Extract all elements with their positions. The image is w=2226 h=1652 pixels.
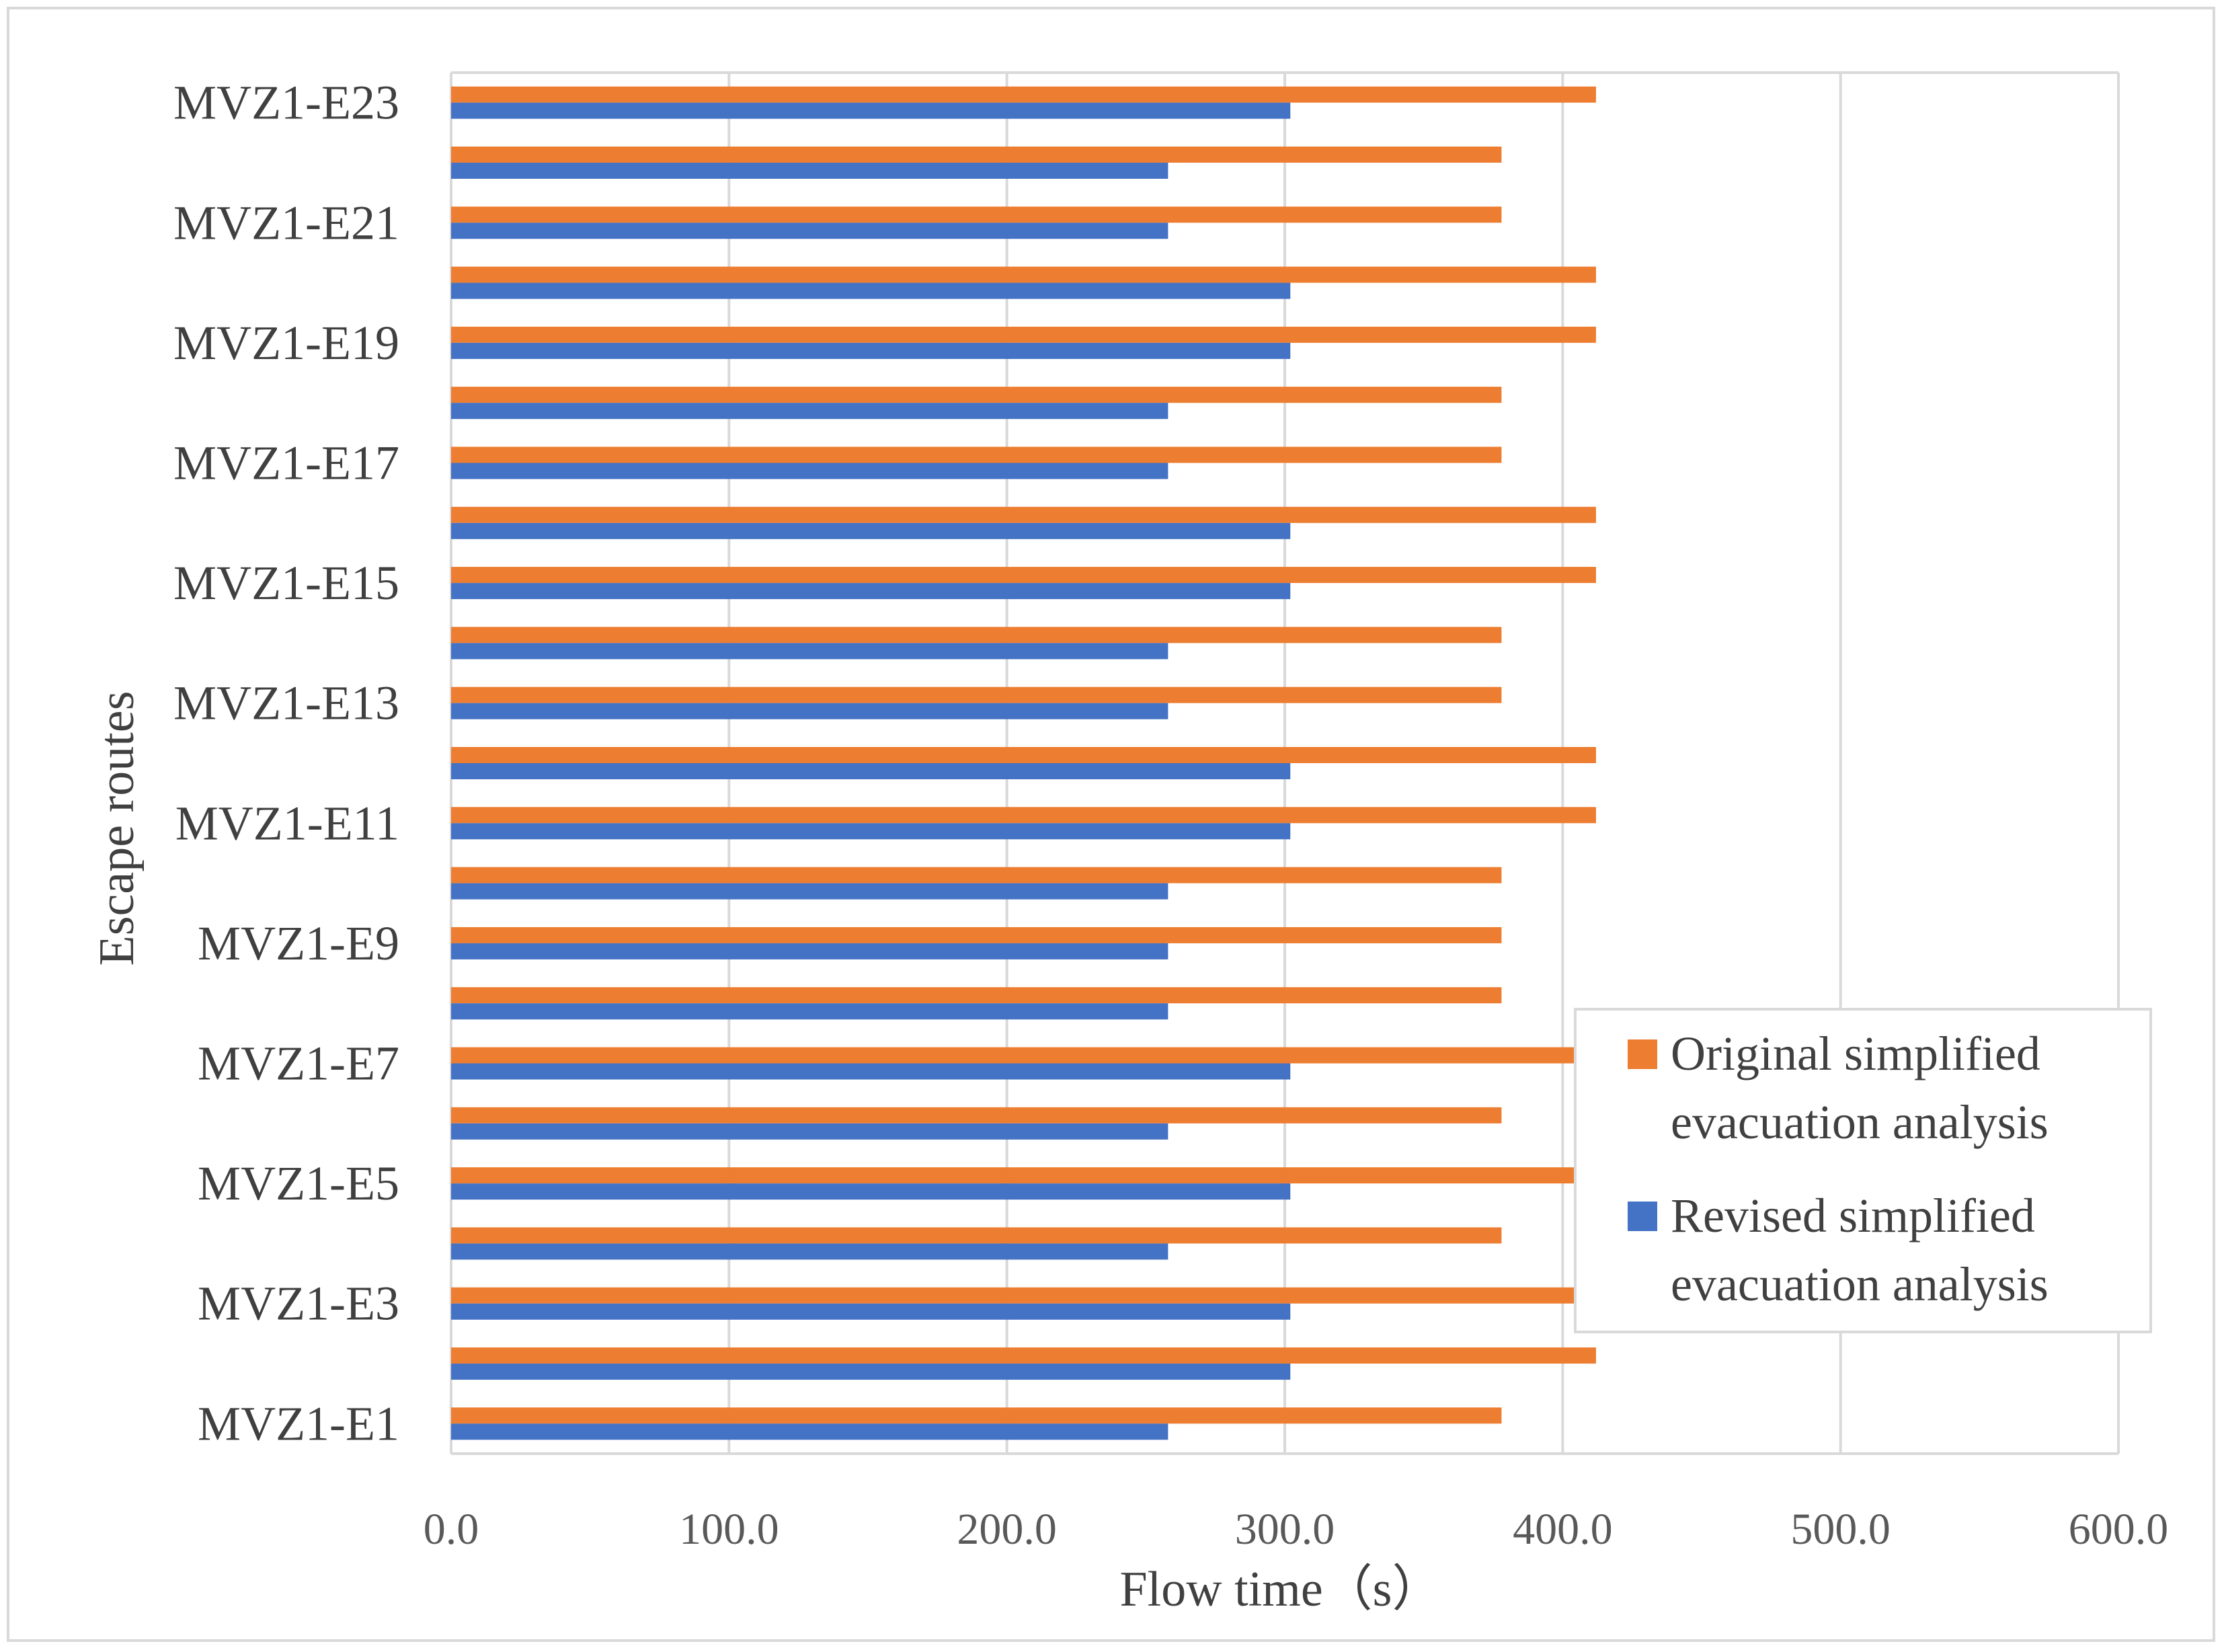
y-category-label: MVZ1-E3 bbox=[198, 1277, 399, 1331]
y-category-label: MVZ1-E5 bbox=[198, 1156, 399, 1210]
bar-original bbox=[451, 747, 1596, 763]
x-tick-label: 300.0 bbox=[1235, 1505, 1335, 1554]
bar-original bbox=[451, 807, 1596, 824]
legend-label-original-line2: evacuation analysis bbox=[1671, 1095, 2049, 1149]
legend-swatch-revised bbox=[1628, 1202, 1657, 1231]
bar-original bbox=[451, 1227, 1502, 1244]
bar-revised bbox=[451, 763, 1291, 779]
bar-original bbox=[451, 266, 1596, 283]
bar-revised bbox=[451, 102, 1291, 119]
y-category-label: MVZ1-E7 bbox=[198, 1037, 399, 1091]
bar-revised bbox=[451, 1423, 1168, 1440]
legend-label-revised-line1: Revised simplified bbox=[1671, 1189, 2035, 1243]
bar-original bbox=[451, 446, 1502, 463]
bar-original bbox=[451, 506, 1596, 523]
bar-revised bbox=[451, 823, 1291, 840]
bar-revised bbox=[451, 162, 1168, 179]
bar-original bbox=[451, 1287, 1596, 1304]
y-category-label: MVZ1-E13 bbox=[173, 676, 399, 730]
y-category-label: MVZ1-E23 bbox=[173, 76, 399, 130]
bar-original bbox=[451, 1107, 1502, 1124]
bar-revised bbox=[451, 1303, 1291, 1320]
y-category-label: MVZ1-E17 bbox=[173, 436, 399, 489]
x-tick-label: 600.0 bbox=[2069, 1505, 2169, 1554]
bar-revised bbox=[451, 703, 1168, 719]
bar-original bbox=[451, 1047, 1596, 1064]
y-axis-title: Escape routes bbox=[89, 691, 145, 966]
bar-original bbox=[451, 567, 1596, 584]
bar-layer bbox=[451, 86, 1596, 1440]
x-tick-label: 200.0 bbox=[957, 1505, 1057, 1554]
y-category-label: MVZ1-E19 bbox=[173, 316, 399, 370]
bar-revised bbox=[451, 583, 1291, 600]
bar-original bbox=[451, 627, 1502, 643]
bar-original bbox=[451, 1347, 1596, 1364]
x-tick-label: 500.0 bbox=[1790, 1505, 1891, 1554]
bar-original bbox=[451, 927, 1502, 943]
bar-original bbox=[451, 686, 1502, 703]
bar-revised bbox=[451, 1063, 1291, 1080]
bar-revised bbox=[451, 1123, 1168, 1140]
bar-revised bbox=[451, 883, 1168, 900]
bar-revised bbox=[451, 342, 1291, 359]
y-category-label: MVZ1-E1 bbox=[198, 1397, 399, 1450]
bar-original bbox=[451, 86, 1596, 103]
y-category-label: MVZ1-E21 bbox=[173, 196, 399, 249]
bar-revised bbox=[451, 223, 1168, 239]
bar-revised bbox=[451, 282, 1291, 299]
bar-original bbox=[451, 206, 1502, 223]
bar-original bbox=[451, 146, 1502, 163]
bar-original bbox=[451, 326, 1596, 343]
bar-original bbox=[451, 1407, 1502, 1424]
x-tick-label: 0.0 bbox=[424, 1505, 479, 1554]
x-tick-label: 100.0 bbox=[679, 1505, 779, 1554]
bar-original bbox=[451, 867, 1502, 883]
y-category-label: MVZ1-E15 bbox=[173, 556, 399, 610]
x-tick-labels: 0.0 100.0 200.0 300.0 400.0 500.0 600.0 bbox=[424, 1505, 2169, 1554]
legend-swatch-original bbox=[1628, 1039, 1657, 1069]
legend-label-original-line1: Original simplified bbox=[1671, 1027, 2040, 1080]
bar-revised bbox=[451, 403, 1168, 420]
bar-revised bbox=[451, 1003, 1168, 1020]
bar-revised bbox=[451, 522, 1291, 539]
bar-revised bbox=[451, 1183, 1291, 1200]
bar-original bbox=[451, 987, 1502, 1004]
y-category-label: MVZ1-E9 bbox=[198, 916, 399, 970]
y-category-labels: MVZ1-E1 MVZ1-E3 MVZ1-E5 MVZ1-E7 MVZ1-E9 MVZ1-… bbox=[173, 76, 399, 1451]
bar-revised bbox=[451, 463, 1168, 479]
legend: Original simplified evacuation analysis … bbox=[1574, 1008, 2152, 1333]
bar-revised bbox=[451, 1364, 1291, 1380]
y-category-label: MVZ1-E11 bbox=[175, 796, 399, 850]
bar-original bbox=[451, 387, 1502, 403]
bar-revised bbox=[451, 943, 1168, 959]
bar-revised bbox=[451, 1243, 1168, 1260]
x-axis-title: Flow time（s） bbox=[1120, 1562, 1442, 1617]
x-tick-label: 400.0 bbox=[1513, 1505, 1613, 1554]
bar-original bbox=[451, 1167, 1596, 1184]
legend-label-revised-line2: evacuation analysis bbox=[1671, 1257, 2049, 1311]
legend-box bbox=[1574, 1008, 2152, 1333]
bar-revised bbox=[451, 643, 1168, 660]
